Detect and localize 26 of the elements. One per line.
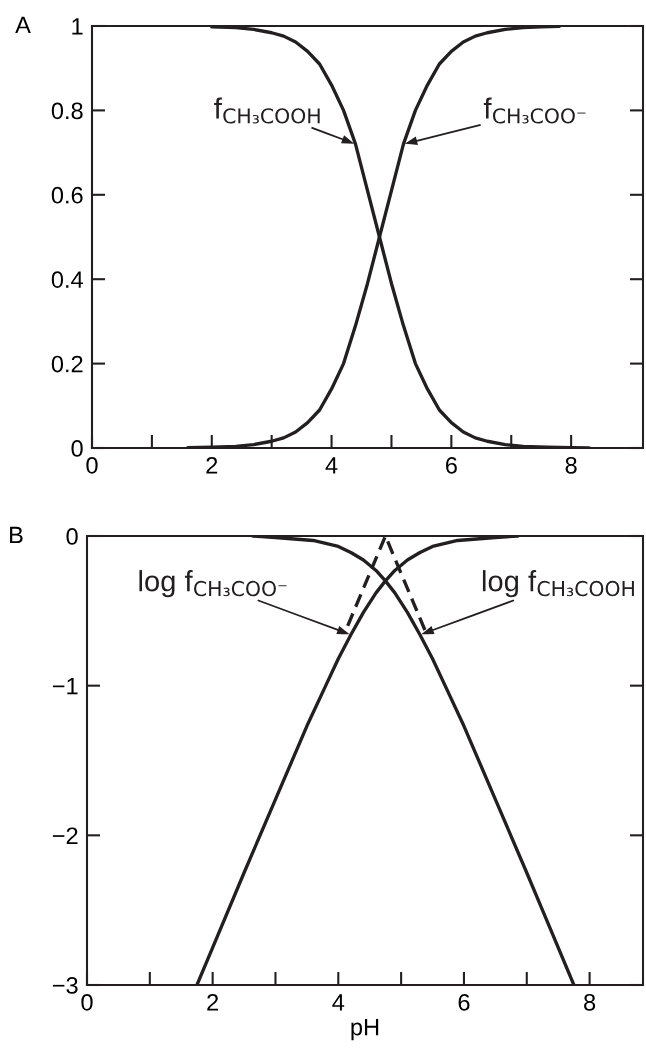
annotation: f$_{CH₃COOH}$ xyxy=(214,97,320,124)
annotation: f$_{CH₃COO⁻}$ xyxy=(483,97,586,124)
x-axis-title: pH xyxy=(351,1018,379,1041)
x-tick-label: 8 xyxy=(565,456,577,474)
y-tick-label: 0.4 xyxy=(51,271,83,288)
x-tick-label: 6 xyxy=(458,993,470,1011)
x-tick-label: 2 xyxy=(207,993,219,1011)
annotation: log f$_{CH₃COOH}$ xyxy=(482,570,634,598)
x-tick-label: 2 xyxy=(206,456,218,474)
y-tick-label: 0.6 xyxy=(51,186,83,204)
y-tick-label: −3 xyxy=(52,977,78,994)
annotation: log f$_{CH₃COO⁻}$ xyxy=(139,570,287,598)
x-tick-label: 4 xyxy=(325,457,338,474)
x-tick-label: 8 xyxy=(584,993,596,1011)
chart-title: B xyxy=(10,526,23,544)
y-tick-label: −1 xyxy=(52,677,78,695)
x-tick-label: 0 xyxy=(86,456,98,474)
chart-title: A xyxy=(15,16,31,34)
y-tick-label: 1 xyxy=(72,18,83,35)
x-tick-label: 4 xyxy=(332,994,345,1011)
x-tick-label: 6 xyxy=(445,456,457,474)
y-tick-label: 0.8 xyxy=(51,102,83,120)
y-tick-label: −2 xyxy=(52,827,78,844)
y-tick-label: 0 xyxy=(66,528,78,545)
y-tick-label: 0 xyxy=(71,440,83,457)
y-tick-label: 0.2 xyxy=(51,355,83,373)
